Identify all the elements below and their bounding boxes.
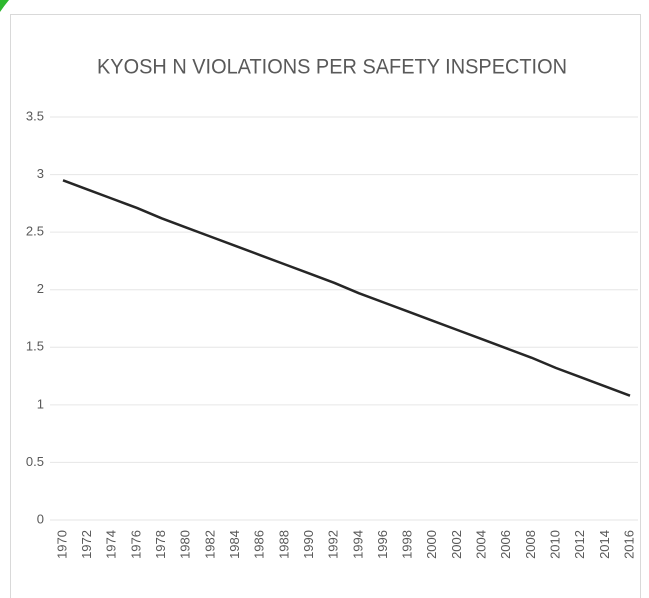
y-tick-label: 2.5 [26, 224, 44, 239]
x-tick-label: 2002 [449, 530, 464, 559]
x-tick-label: 1988 [276, 530, 291, 559]
y-tick-label: 2 [37, 281, 44, 296]
y-tick-label: 1.5 [26, 339, 44, 354]
y-tick-label: 0 [37, 511, 44, 526]
x-tick-label: 2010 [547, 530, 562, 559]
x-tick-label: 1990 [301, 530, 316, 559]
x-tick-label: 2006 [498, 530, 513, 559]
y-tick-label: 3 [37, 166, 44, 181]
x-tick-label: 2000 [424, 530, 439, 559]
x-tick-label: 1982 [202, 530, 217, 559]
corner-marker [0, 0, 9, 12]
x-tick-label: 1978 [153, 530, 168, 559]
x-tick-label: 2004 [474, 530, 489, 559]
data-line [62, 179, 631, 397]
x-tick-label: 1976 [128, 530, 143, 559]
x-tick-label: 1994 [350, 530, 365, 559]
x-tick-label: 1984 [227, 530, 242, 559]
x-tick-label: 1980 [178, 530, 193, 559]
x-tick-label: 1986 [252, 530, 267, 559]
y-tick-label: 0.5 [26, 454, 44, 469]
x-tick-label: 1970 [54, 530, 69, 559]
x-tick-label: 2012 [572, 530, 587, 559]
y-tick-label: 1 [37, 396, 44, 411]
x-tick-label: 2008 [523, 530, 538, 559]
x-tick-label: 2014 [597, 530, 612, 559]
x-tick-label: 1998 [400, 530, 415, 559]
x-tick-label: 1996 [375, 530, 390, 559]
chart-title: KYOSH N VIOLATIONS PER SAFETY INSPECTION [97, 56, 567, 79]
x-tick-label: 1974 [104, 530, 119, 559]
x-tick-label: 1972 [79, 530, 94, 559]
x-tick-label: 2016 [621, 530, 636, 559]
x-tick-label: 1992 [326, 530, 341, 559]
y-tick-label: 3.5 [26, 108, 44, 123]
chart-frame [10, 14, 641, 598]
